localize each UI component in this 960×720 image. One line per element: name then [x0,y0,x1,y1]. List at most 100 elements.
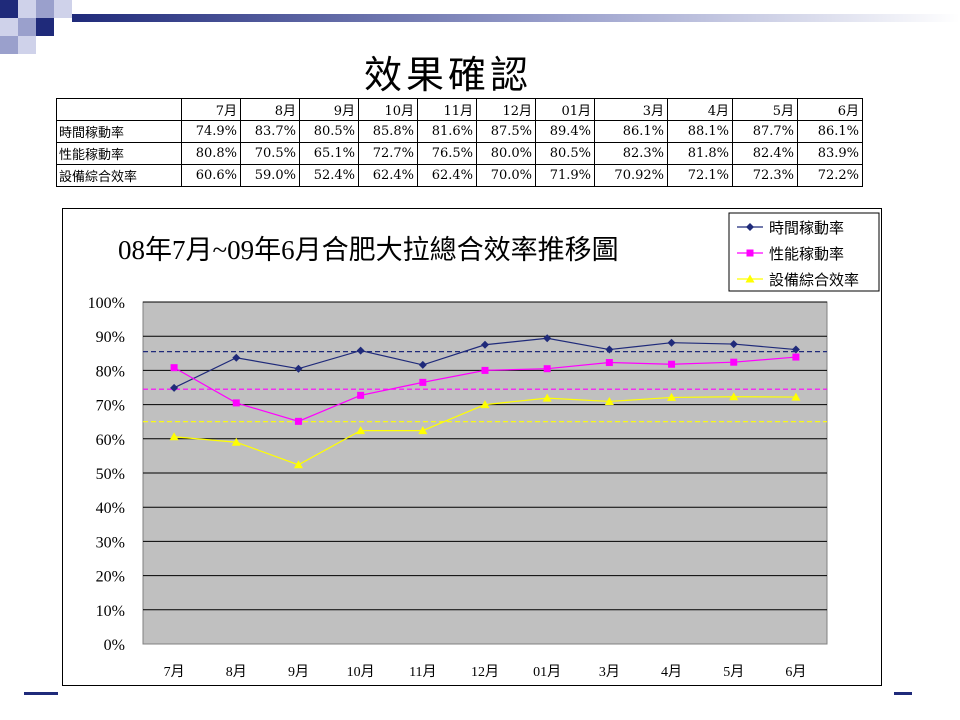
data-point [668,360,676,368]
data-point [729,340,738,349]
data-point [356,346,365,355]
table-cell: 83.7% [240,120,300,143]
x-tick-label: 9月 [288,664,309,680]
x-tick-label: 5月 [723,664,744,680]
table-header-cell: 6月 [797,98,863,121]
data-point [543,365,551,373]
x-tick-label: 01月 [533,664,561,680]
table-cell: 65.1% [299,142,359,165]
table-cell: 82.3% [594,142,668,165]
table-cell: 83.9% [797,142,863,165]
table-cell: 87.7% [732,120,798,143]
bottom-line-right [894,692,912,695]
data-point [231,437,241,446]
header-gradient-bar [72,14,960,22]
table-cell: 72.1% [667,164,733,187]
table-cell: 85.8% [358,120,418,143]
chart-title: 08年7月~09年6月合肥大拉總合效率推移圖 [118,235,619,265]
corner-square-5 [0,18,18,36]
legend-label: 時間稼動率 [769,219,844,237]
table-header-cell: 01月 [535,98,595,121]
legend-box [728,212,880,292]
data-point [667,338,676,347]
x-tick-label: 8月 [226,664,247,680]
data-point [232,353,241,362]
corner-square-9 [18,36,36,54]
corner-square-8 [0,36,18,54]
table-header-cell: 8月 [240,98,300,121]
data-point [170,383,179,392]
data-point [605,345,614,354]
corner-square-7 [36,18,54,36]
data-point [481,340,489,349]
table-header-cell: 12月 [476,98,536,121]
table-cell: 70.5% [240,142,300,165]
data-point [232,399,240,407]
data-point [293,460,303,469]
table-corner-cell [56,98,182,121]
table-header-cell: 11月 [417,98,477,121]
table-header-cell: 3月 [594,98,668,121]
bottom-line-left [24,692,58,695]
data-point [356,426,366,435]
efficiency-line-chart: 08年7月~09年6月合肥大拉總合效率推移圖 時間稼動率性能稼動率設備綜合效率 … [88,212,880,680]
x-tick-label: 6月 [785,664,806,680]
table-cell: 70.0% [476,164,536,187]
y-tick-label: 80% [96,363,125,380]
data-point [418,360,427,369]
y-tick-label: 70% [96,398,125,415]
table-cell: 60.6% [181,164,241,187]
table-cell: 59.0% [240,164,300,187]
table-cell: 81.8% [667,142,733,165]
y-tick-label: 30% [96,534,125,551]
corner-square-1 [0,0,18,18]
data-point [667,392,677,401]
table-row-label: 設備綜合效率 [56,164,182,187]
data-point [729,392,739,401]
table-row: 時間稼動率 74.9% 83.7% 80.5% 85.8% 81.6% 87.5% 89.4%… [56,120,863,143]
data-point [481,366,489,374]
table-row-label: 性能稼動率 [56,142,182,165]
x-tick-label: 7月 [164,664,185,680]
table-row: 性能稼動率 80.8% 70.5% 65.1% 72.7% 76.5% 80.0% 80.5%… [56,142,863,165]
corner-square-2 [18,0,36,18]
plot-area: 0% 10% 20% 30% 40% 50% 60% 70% 80% 90% 100% 7月 8月 9月 1… [88,295,828,680]
table-row-label: 時間稼動率 [56,120,182,143]
y-tick-label: 0% [104,637,125,654]
data-point [480,400,490,409]
chart-frame: 08年7月~09年6月合肥大拉總合效率推移圖 時間稼動率 性能稼動率 設備綜合效率 … [62,208,882,686]
table-cell: 82.4% [732,142,798,165]
table-cell: 80.5% [299,120,359,143]
data-point [730,358,738,366]
legend-swatch-marker [746,223,754,231]
summary-table: 7月 8月 9月 10月 11月 12月 01月 3月 4月 5月 6月 時間稼動率 74.9% 83.7… [56,98,863,187]
x-tick-label: 12月 [471,664,499,680]
y-tick-label: 60% [96,432,125,449]
data-point [791,392,801,401]
table-cell: 86.1% [594,120,668,143]
corner-square-6 [18,18,36,36]
corner-square-4 [54,0,72,18]
table-cell: 70.92% [594,164,668,187]
x-tick-label: 4月 [661,664,682,680]
data-point [542,393,552,402]
table-cell: 72.3% [732,164,798,187]
x-tick-label: 10月 [347,664,375,680]
table-header-cell: 9月 [299,98,359,121]
data-point [169,432,179,441]
y-tick-label: 90% [96,329,125,346]
table-cell: 52.4% [299,164,359,187]
table-cell: 89.4% [535,120,595,143]
legend-label: 性能稼動率 [769,245,844,263]
table-cell: 80.8% [181,142,241,165]
table-cell: 74.9% [181,120,241,143]
table-cell: 62.4% [358,164,418,187]
table-header-cell: 7月 [181,98,241,121]
x-tick-label: 3月 [599,664,620,680]
data-point [357,391,365,399]
table-row: 設備綜合效率 60.6% 59.0% 52.4% 62.4% 62.4% 70.0% 71.9… [56,164,863,187]
data-point [170,364,178,372]
data-point [791,345,800,354]
slide-title: 效果確認 [363,53,532,97]
